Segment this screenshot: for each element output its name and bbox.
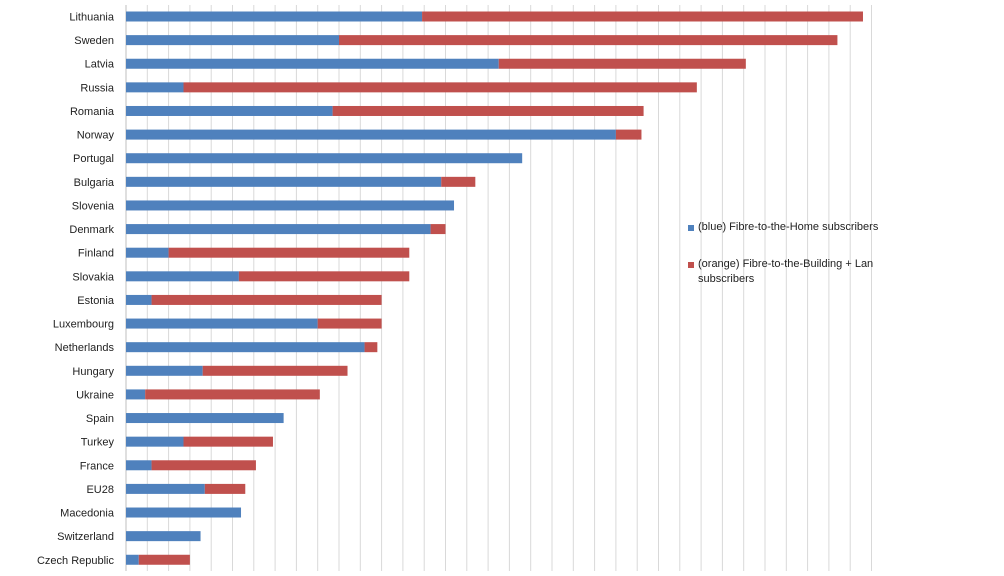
bar-ftth [126, 224, 431, 235]
category-label: Portugal [73, 153, 114, 165]
category-label: Slovenia [72, 200, 115, 212]
bar-ftth [126, 436, 184, 447]
bar-ftth [126, 35, 339, 46]
category-label: Romania [70, 106, 115, 118]
category-label: Norway [77, 130, 115, 142]
bar-ftth [126, 294, 152, 305]
bar-fttb [183, 82, 697, 93]
bar-fttb [332, 105, 644, 116]
category-label: Spain [86, 413, 114, 425]
category-labels: Lithuania Sweden Latvia Russia Romania Norway… [37, 12, 115, 567]
bar-ftth [126, 365, 203, 376]
bar-fttb [151, 294, 382, 305]
category-label: Netherlands [55, 342, 115, 354]
category-label: Switzerland [57, 531, 114, 543]
bar-fttb [204, 483, 246, 494]
bar-fttb [430, 224, 446, 235]
category-label: Finland [78, 248, 114, 260]
bar-ftth [126, 11, 423, 22]
bar-fttb [238, 271, 410, 282]
bar-ftth [126, 554, 139, 565]
bar-ftth [126, 507, 242, 518]
bar-ftth [126, 389, 146, 400]
bar-fttb [151, 460, 256, 471]
bar-fttb [138, 554, 190, 565]
bars [126, 11, 863, 565]
legend-item-fttb: (orange) Fibre-to-the-Building + Lan sub… [688, 257, 888, 287]
bar-ftth [126, 82, 184, 93]
bar-ftth [126, 200, 455, 211]
category-label: Hungary [72, 366, 114, 378]
bar-fttb [615, 129, 642, 140]
category-label: Estonia [77, 295, 115, 307]
category-label: Macedonia [60, 508, 115, 520]
category-label: France [80, 460, 114, 472]
bar-ftth [126, 271, 239, 282]
category-label: EU28 [86, 484, 114, 496]
bar-ftth [126, 105, 333, 116]
category-label: Denmark [69, 224, 114, 236]
bar-fttb [145, 389, 320, 400]
legend-label-fttb: (orange) Fibre-to-the-Building + Lan sub… [698, 258, 874, 285]
category-label: Lithuania [69, 12, 115, 24]
legend-swatch-blue [688, 225, 694, 231]
category-label: Russia [80, 82, 115, 94]
bar-ftth [126, 129, 616, 140]
bar-fttb [317, 318, 382, 329]
bar-fttb [422, 11, 863, 22]
bar-fttb [441, 176, 476, 187]
bar-fttb [202, 365, 348, 376]
bar-ftth [126, 318, 318, 329]
legend-label-ftth: (blue) Fibre-to-the-Home subscribers [698, 221, 879, 233]
bar-ftth [126, 58, 499, 69]
bar-ftth [126, 531, 201, 542]
bar-fttb [498, 58, 746, 69]
bar-fttb [168, 247, 410, 258]
bar-ftth [126, 460, 152, 471]
bar-fttb [183, 436, 273, 447]
bar-fttb [339, 35, 838, 46]
category-label: Slovakia [72, 271, 114, 283]
category-label: Latvia [85, 59, 115, 71]
category-label: Bulgaria [74, 177, 115, 189]
category-label: Turkey [81, 437, 115, 449]
bar-ftth [126, 176, 442, 187]
bar-ftth [126, 153, 523, 164]
category-label: Czech Republic [37, 555, 115, 567]
bar-ftth [126, 247, 169, 258]
bar-ftth [126, 483, 205, 494]
gridlines [125, 5, 872, 571]
legend-item-fttH: (blue) Fibre-to-the-Home subscribers [688, 220, 888, 235]
category-label: Luxembourg [53, 319, 114, 331]
legend: (blue) Fibre-to-the-Home subscribers (or… [688, 220, 888, 287]
bar-ftth [126, 413, 284, 424]
bar-fttb [364, 342, 378, 353]
bar-ftth [126, 342, 365, 353]
legend-swatch-orange [688, 262, 694, 268]
category-label: Ukraine [76, 389, 114, 401]
category-label: Sweden [74, 35, 114, 47]
